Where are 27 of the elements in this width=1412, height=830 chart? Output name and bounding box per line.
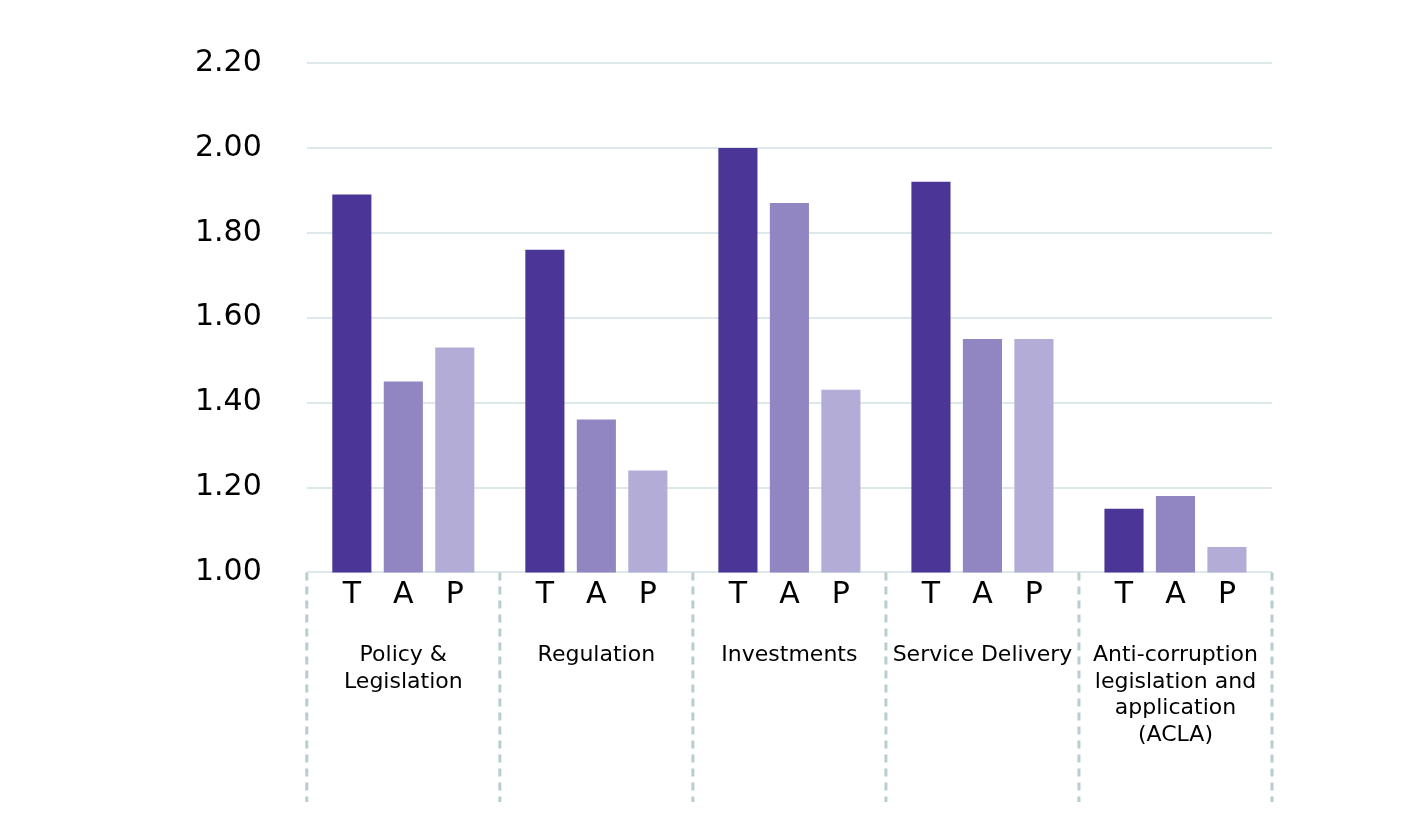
- y-tick-label: 1.80: [195, 212, 262, 248]
- y-tick-label: 1.40: [195, 382, 262, 418]
- text: T: [921, 575, 941, 611]
- x-tick-label: Anti-corruption legislation and application (ACLA): [1092, 641, 1258, 746]
- text: P: [1217, 575, 1236, 611]
- series-label: P: [1024, 575, 1043, 611]
- text: A: [1165, 575, 1186, 611]
- text: P: [445, 575, 464, 611]
- y-tick-label: 2.00: [195, 127, 262, 163]
- text: P: [831, 575, 850, 611]
- series-label: T: [1113, 575, 1134, 611]
- text: A: [393, 575, 414, 611]
- x-tick-label: Policy & Legislation: [343, 641, 463, 693]
- x-tick-label: Service Delivery: [892, 641, 1073, 667]
- text: T: [728, 575, 748, 611]
- x-tick-label: Regulation: [537, 641, 656, 667]
- y-tick-label: 2.20: [195, 42, 262, 78]
- text: P: [638, 575, 657, 611]
- y-tick-label: 1.00: [195, 552, 262, 588]
- y-tick-label: 1.20: [195, 467, 262, 503]
- y-tick-label: 1.60: [195, 297, 262, 333]
- text: T: [535, 575, 555, 611]
- series-label: A: [779, 575, 801, 611]
- x-tick-label: Investments: [721, 641, 858, 667]
- text: T: [342, 575, 361, 611]
- text: A: [586, 575, 607, 611]
- text: A: [972, 575, 993, 611]
